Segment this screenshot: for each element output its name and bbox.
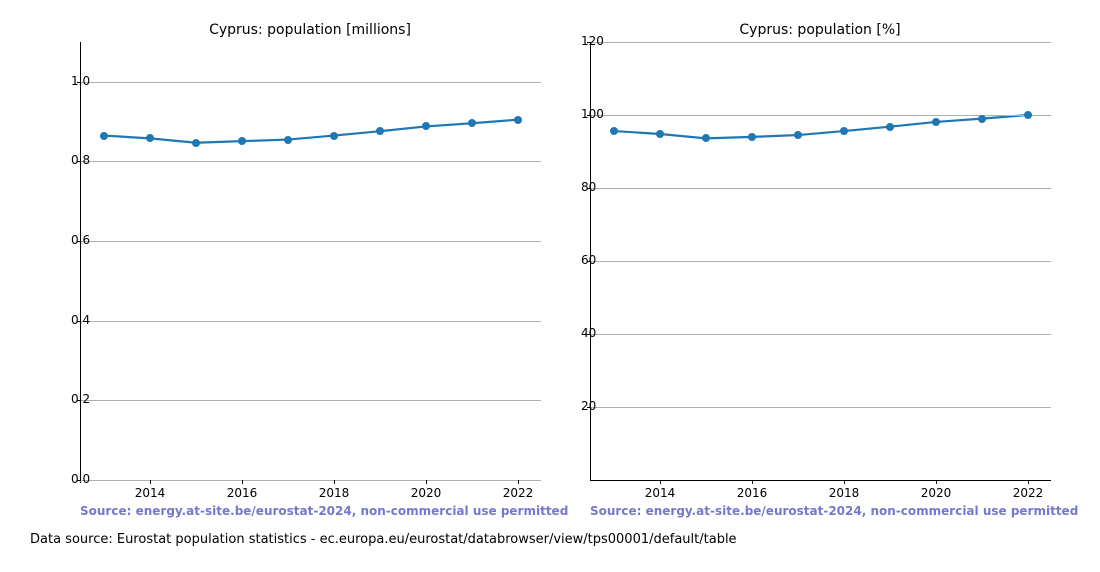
xtick-label: 2016 <box>227 486 258 500</box>
gridline <box>81 82 541 83</box>
gridline <box>591 188 1051 189</box>
data-marker <box>748 133 756 141</box>
left-plot-area: 0.00.20.40.60.81.020142016201820202022 <box>80 42 541 481</box>
data-marker <box>932 118 940 126</box>
data-marker <box>146 134 154 142</box>
data-marker <box>1024 111 1032 119</box>
gridline <box>591 261 1051 262</box>
data-marker <box>468 119 476 127</box>
data-marker <box>702 134 710 142</box>
gridline <box>81 161 541 162</box>
xtick-mark <box>1028 480 1029 484</box>
data-marker <box>422 122 430 130</box>
xtick-mark <box>660 480 661 484</box>
xtick-label: 2018 <box>319 486 350 500</box>
xtick-label: 2014 <box>645 486 676 500</box>
xtick-label: 2016 <box>737 486 768 500</box>
xtick-label: 2022 <box>1013 486 1044 500</box>
gridline <box>81 400 541 401</box>
xtick-label: 2014 <box>135 486 166 500</box>
gridline <box>81 241 541 242</box>
gridline <box>591 407 1051 408</box>
right-source-text: Source: energy.at-site.be/eurostat-2024,… <box>590 504 1050 518</box>
left-panel-title: Cyprus: population [millions] <box>80 22 540 38</box>
xtick-mark <box>752 480 753 484</box>
xtick-label: 2022 <box>503 486 534 500</box>
left-line-layer <box>81 42 541 480</box>
xtick-mark <box>936 480 937 484</box>
data-marker <box>794 131 802 139</box>
data-marker <box>100 132 108 140</box>
xtick-mark <box>426 480 427 484</box>
series-line <box>614 115 1028 138</box>
gridline <box>591 42 1051 43</box>
left-source-text: Source: energy.at-site.be/eurostat-2024,… <box>80 504 540 518</box>
data-marker <box>284 136 292 144</box>
xtick-mark <box>334 480 335 484</box>
data-marker <box>330 132 338 140</box>
data-marker <box>886 123 894 131</box>
data-marker <box>192 139 200 147</box>
data-marker <box>840 127 848 135</box>
xtick-label: 2020 <box>921 486 952 500</box>
data-marker <box>656 130 664 138</box>
gridline <box>591 334 1051 335</box>
data-source-caption: Data source: Eurostat population statist… <box>30 532 737 547</box>
data-marker <box>514 116 522 124</box>
xtick-label: 2018 <box>829 486 860 500</box>
right-plot-area: 2040608010012020142016201820202022 <box>590 42 1051 481</box>
data-marker <box>978 115 986 123</box>
xtick-label: 2020 <box>411 486 442 500</box>
gridline <box>81 321 541 322</box>
xtick-mark <box>242 480 243 484</box>
figure: Cyprus: population [millions] 0.00.20.40… <box>0 0 1100 572</box>
data-marker <box>376 127 384 135</box>
data-marker <box>238 137 246 145</box>
xtick-mark <box>518 480 519 484</box>
series-line <box>104 120 518 143</box>
data-marker <box>610 127 618 135</box>
xtick-mark <box>150 480 151 484</box>
right-panel-title: Cyprus: population [%] <box>590 22 1050 38</box>
xtick-mark <box>844 480 845 484</box>
